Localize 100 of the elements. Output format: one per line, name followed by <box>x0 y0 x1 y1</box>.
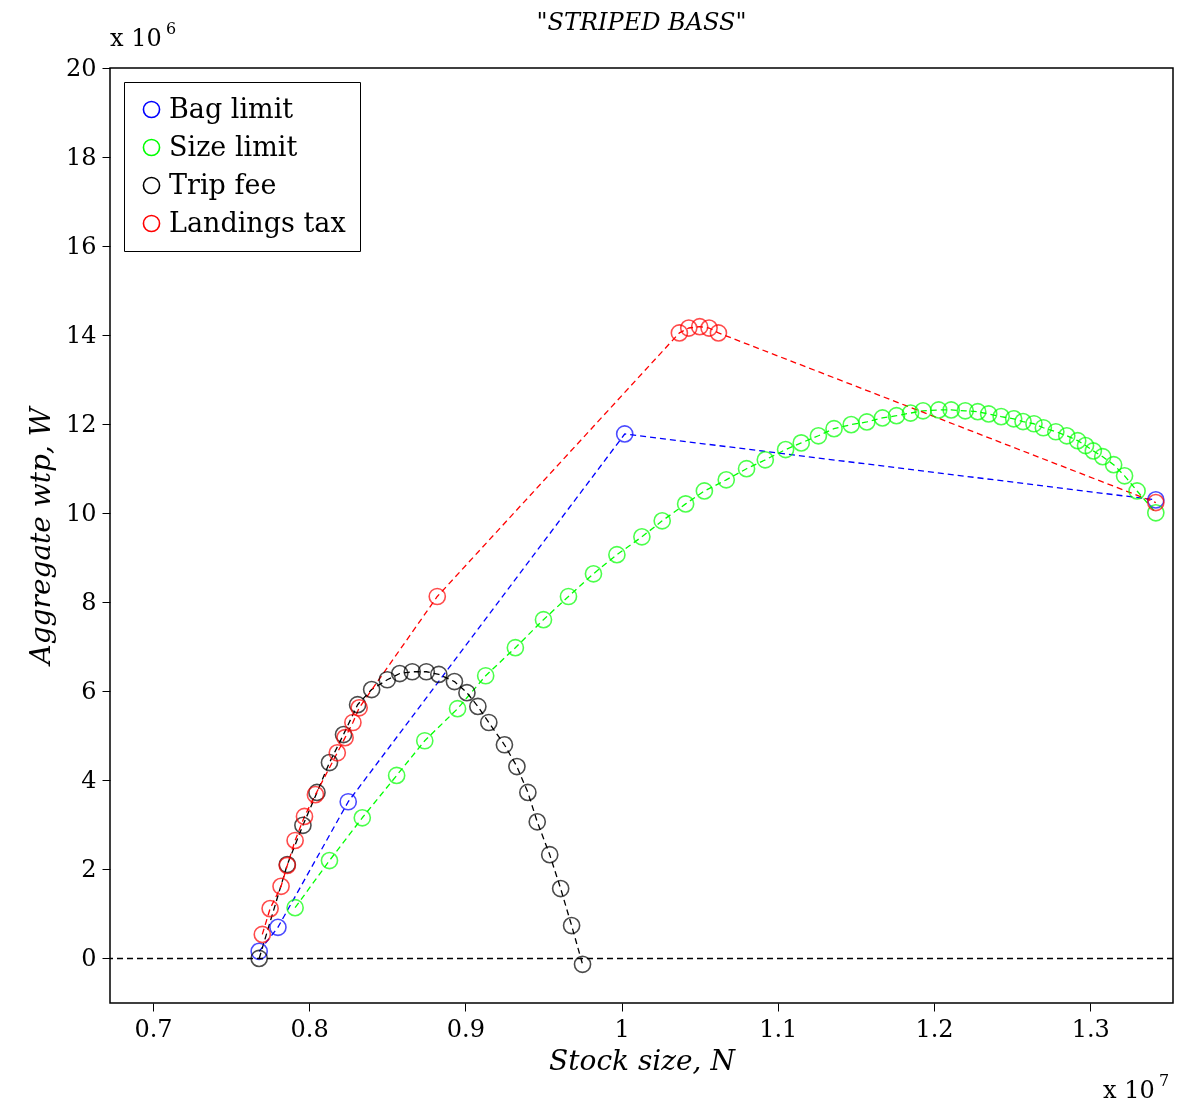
point <box>942 401 961 419</box>
point <box>615 425 634 443</box>
point <box>873 409 892 427</box>
point <box>676 495 695 513</box>
point <box>968 402 987 421</box>
y-tick-label: 16 <box>65 231 97 260</box>
point <box>519 783 537 802</box>
point <box>1034 418 1053 437</box>
legend-label: Trip fee <box>169 168 277 200</box>
point <box>540 845 559 864</box>
x-tick-label: 0.9 <box>446 1014 485 1043</box>
point <box>295 807 314 826</box>
point <box>469 697 487 716</box>
point <box>956 401 975 420</box>
point <box>992 407 1011 426</box>
point <box>387 766 406 785</box>
legend-label: Bag limit <box>169 92 294 124</box>
point <box>1004 410 1023 428</box>
x-tick-label: 1.1 <box>759 1014 798 1043</box>
point <box>476 666 495 685</box>
point <box>551 879 570 898</box>
point <box>378 670 397 689</box>
point <box>670 324 689 342</box>
point <box>253 925 272 944</box>
x-tick-label: 1 <box>614 1014 630 1043</box>
point <box>1068 431 1087 450</box>
x-axis-title: Stock size, N <box>549 1043 737 1077</box>
point <box>695 482 714 500</box>
point <box>261 899 279 918</box>
point <box>250 949 269 968</box>
x-tick-label: 0.7 <box>134 1014 173 1043</box>
point <box>584 564 603 583</box>
point <box>887 406 906 425</box>
y-tick-label: 8 <box>81 587 97 616</box>
point <box>428 587 447 606</box>
y-tick-label: 6 <box>81 676 97 705</box>
point <box>690 317 709 336</box>
point <box>1046 422 1065 441</box>
point <box>508 757 526 776</box>
point <box>1093 447 1112 466</box>
point <box>362 680 381 699</box>
point <box>1115 466 1134 485</box>
point <box>776 440 795 459</box>
point <box>328 743 347 762</box>
y-tick-label: 0 <box>81 943 97 972</box>
point <box>717 471 736 489</box>
point <box>608 545 626 564</box>
chart-title: "STRIPED BASS" <box>536 8 747 36</box>
point <box>495 735 514 754</box>
x-tick-label: 0.8 <box>290 1014 329 1043</box>
point <box>857 413 876 431</box>
point <box>709 324 728 342</box>
point <box>1025 414 1043 433</box>
point <box>901 404 920 422</box>
point <box>1057 426 1076 445</box>
point <box>320 851 339 870</box>
point <box>415 731 434 750</box>
point <box>559 587 578 606</box>
point <box>417 662 436 681</box>
point <box>269 918 287 937</box>
point <box>528 812 547 831</box>
point <box>653 511 672 530</box>
point <box>1014 412 1032 431</box>
point <box>756 450 775 469</box>
point <box>562 916 581 935</box>
point <box>929 401 948 419</box>
point <box>479 713 498 732</box>
x-tick-label: 1.3 <box>1071 1014 1110 1043</box>
point <box>294 816 312 835</box>
point <box>286 898 304 917</box>
point <box>534 610 553 629</box>
y-axis-title: Aggregate wtp, W <box>23 405 57 668</box>
point <box>679 319 698 337</box>
point <box>458 683 476 702</box>
point <box>914 401 932 420</box>
point <box>842 415 861 434</box>
y-tick-label: 20 <box>65 53 97 82</box>
point <box>700 319 718 337</box>
y-tick-label: 14 <box>65 320 97 349</box>
point <box>448 699 467 718</box>
legend-label: Landings tax <box>169 206 346 238</box>
point <box>272 877 290 896</box>
y-tick-label: 4 <box>81 765 97 794</box>
point <box>445 672 464 691</box>
point <box>633 527 651 546</box>
y-tick-label: 18 <box>65 142 97 171</box>
point <box>792 434 811 452</box>
y-tick-label: 12 <box>65 409 97 438</box>
point <box>825 419 843 438</box>
point <box>429 665 448 684</box>
point <box>403 662 422 681</box>
point <box>1128 482 1146 500</box>
point <box>320 753 339 772</box>
y-tick-label: 10 <box>65 498 97 527</box>
point <box>1146 503 1165 522</box>
x-tick-label: 1.2 <box>915 1014 954 1043</box>
point <box>390 664 409 683</box>
point <box>1076 436 1095 455</box>
point <box>809 426 828 445</box>
point <box>737 459 756 478</box>
